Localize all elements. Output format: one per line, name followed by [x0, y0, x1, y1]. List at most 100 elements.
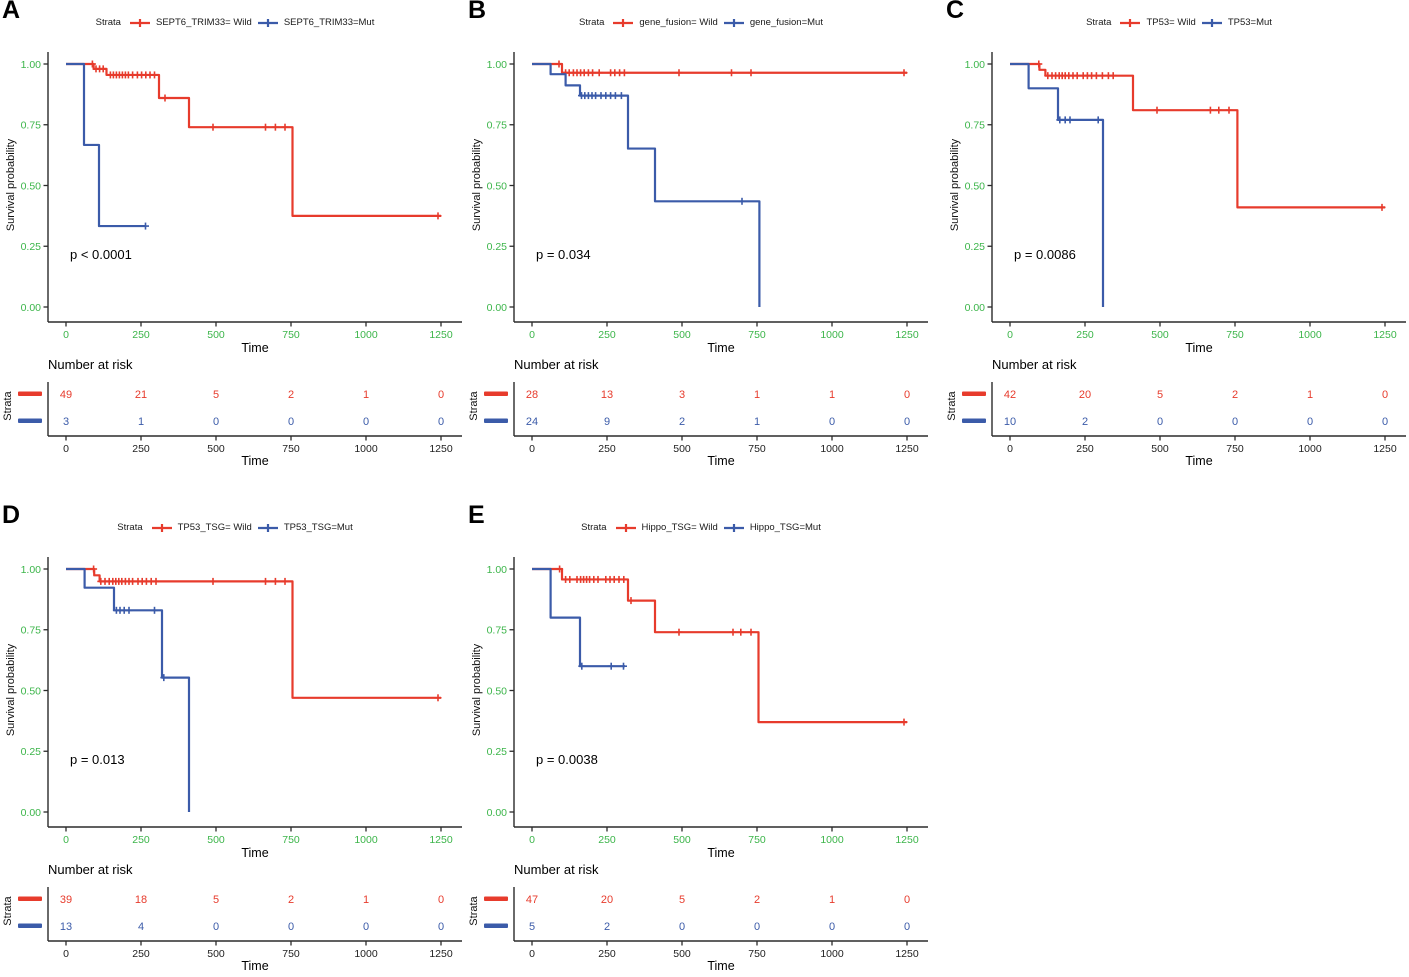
y-tick-label: 0.00: [487, 302, 508, 314]
risk-x-axis-title: Time: [1185, 454, 1213, 468]
risk-x-tick-label: 500: [207, 443, 225, 455]
risk-count: 0: [288, 921, 294, 933]
risk-x-tick-label: 1250: [1373, 443, 1397, 455]
legend-title: Strata: [579, 17, 605, 28]
risk-x-tick-label: 250: [598, 948, 616, 960]
legend-label-wild: Hippo_TSG= Wild: [641, 522, 718, 533]
x-tick-label: 250: [598, 329, 616, 341]
risk-table: 49 21 5 2 1 03 1 0 0 0 00 250 500 750 1000 1250: [18, 382, 462, 455]
strata-legend: Strata gene_fusion= Wild gene_fusion=Mut: [466, 17, 936, 28]
x-tick-label: 750: [1226, 329, 1244, 341]
risk-count: 5: [213, 894, 219, 906]
x-tick-label: 1250: [895, 834, 919, 846]
x-tick-label: 750: [748, 834, 766, 846]
risk-table: 28 13 3 1 1 024 9 2 1 0 00 250 500 750 1000 1250: [484, 382, 928, 455]
y-tick-label: 0.25: [487, 241, 508, 253]
x-tick-label: 750: [748, 329, 766, 341]
legend-label-mut: SEPT6_TRIM33=Mut: [283, 17, 375, 28]
risk-count: 2: [288, 389, 294, 401]
legend-plus-marker-mut-icon: [257, 523, 279, 533]
risk-table-title: Number at risk: [48, 862, 133, 877]
y-tick-label: 0.50: [487, 685, 508, 697]
survival-curve: [532, 567, 907, 724]
legend-plus-marker-mut-icon: [723, 18, 745, 28]
p-value: p < 0.0001: [70, 247, 132, 262]
legend-label-wild: gene_fusion= Wild: [639, 17, 718, 28]
y-tick-label: 0.75: [21, 625, 42, 637]
y-tick-label: 0.50: [21, 685, 42, 697]
x-axis-title: Time: [707, 846, 735, 860]
risk-count: 0: [904, 389, 910, 401]
legend-plus-marker-wild-icon: [1119, 18, 1141, 28]
y-tick-label: 0.75: [487, 625, 508, 637]
risk-count: 2: [604, 921, 610, 933]
legend-title: Strata: [581, 522, 607, 533]
legend-label-mut: gene_fusion=Mut: [749, 17, 823, 28]
risk-count: 0: [213, 921, 219, 933]
risk-table-title: Number at risk: [514, 862, 599, 877]
y-tick-label: 1.00: [487, 564, 508, 576]
risk-count: 0: [288, 416, 294, 428]
strata-legend: Strata Hippo_TSG= Wild Hippo_TSG=Mut: [466, 522, 936, 533]
survival-curve: [1010, 62, 1105, 307]
legend-label-mut: TP53=Mut: [1227, 17, 1272, 28]
x-tick-label: 750: [282, 329, 300, 341]
y-tick-label: 0.75: [21, 120, 42, 132]
strata-legend: Strata TP53_TSG= Wild TP53_TSG=Mut: [0, 522, 470, 533]
survival-curve: [66, 62, 441, 217]
risk-x-axis-title: Time: [707, 959, 735, 973]
y-tick-label: 0.50: [965, 180, 986, 192]
legend-plus-marker-wild-icon: [151, 523, 173, 533]
km-panel-C: C Strata TP53= Wild TP53=Mut Survival pr…: [944, 0, 1409, 490]
y-tick-label: 1.00: [21, 564, 42, 576]
risk-x-tick-label: 0: [63, 948, 69, 960]
survival-curve: [532, 567, 625, 668]
km-panel-A: A Strata SEPT6_TRIM33= Wild SEPT6_TRIM33…: [0, 0, 470, 490]
panel-label: E: [468, 501, 485, 529]
risk-x-tick-label: 750: [282, 948, 300, 960]
risk-count: 0: [438, 921, 444, 933]
panel-label: A: [2, 0, 21, 24]
legend-plus-marker-mut-icon: [723, 523, 745, 533]
risk-x-axis-title: Time: [241, 454, 269, 468]
risk-x-tick-label: 500: [673, 443, 691, 455]
survival-plot: 1.00 0.75 0.50 0.25 0.00 0 250 500 750 1000 1250: [487, 52, 928, 341]
survival-plot: 1.00 0.75 0.50 0.25 0.00 0 250 500 750 1000 1250: [21, 52, 462, 341]
x-tick-label: 1000: [1298, 329, 1322, 341]
survival-curve: [66, 567, 441, 699]
km-panel-E: E Strata Hippo_TSG= Wild Hippo_TSG=Mut S…: [466, 501, 936, 977]
x-tick-label: 1000: [354, 329, 378, 341]
strata-legend: Strata TP53= Wild TP53=Mut: [944, 17, 1409, 28]
risk-count: 28: [526, 389, 538, 401]
x-tick-label: 1250: [1373, 329, 1397, 341]
risk-count: 39: [60, 894, 72, 906]
legend-label-wild: TP53_TSG= Wild: [177, 522, 252, 533]
survival-curve: [532, 62, 761, 307]
p-value: p = 0.0086: [1014, 247, 1076, 262]
risk-strata-dash-icon: [484, 923, 508, 928]
risk-x-tick-label: 1000: [1298, 443, 1322, 455]
risk-x-tick-label: 750: [1226, 443, 1244, 455]
legend-plus-marker-wild-icon: [612, 18, 634, 28]
risk-count: 1: [138, 416, 144, 428]
risk-count: 24: [526, 416, 538, 428]
risk-table: 47 20 5 2 1 05 2 0 0 0 00 250 500 750 1000 1250: [484, 887, 928, 960]
risk-count: 1: [363, 389, 369, 401]
risk-count: 9: [604, 416, 610, 428]
risk-count: 2: [679, 416, 685, 428]
x-tick-label: 0: [63, 834, 69, 846]
risk-count: 0: [1382, 389, 1388, 401]
risk-x-tick-label: 750: [748, 948, 766, 960]
survival-plot: 1.00 0.75 0.50 0.25 0.00 0 250 500 750 1000 1250: [965, 52, 1406, 341]
risk-count: 2: [288, 894, 294, 906]
risk-x-tick-label: 250: [132, 443, 150, 455]
risk-count: 10: [1004, 416, 1016, 428]
legend-title: Strata: [95, 17, 121, 28]
risk-count: 0: [904, 416, 910, 428]
legend-title: Strata: [117, 522, 143, 533]
risk-x-tick-label: 1250: [895, 443, 919, 455]
y-tick-label: 0.25: [487, 746, 508, 758]
risk-count: 1: [754, 416, 760, 428]
survival-curve: [66, 567, 191, 812]
